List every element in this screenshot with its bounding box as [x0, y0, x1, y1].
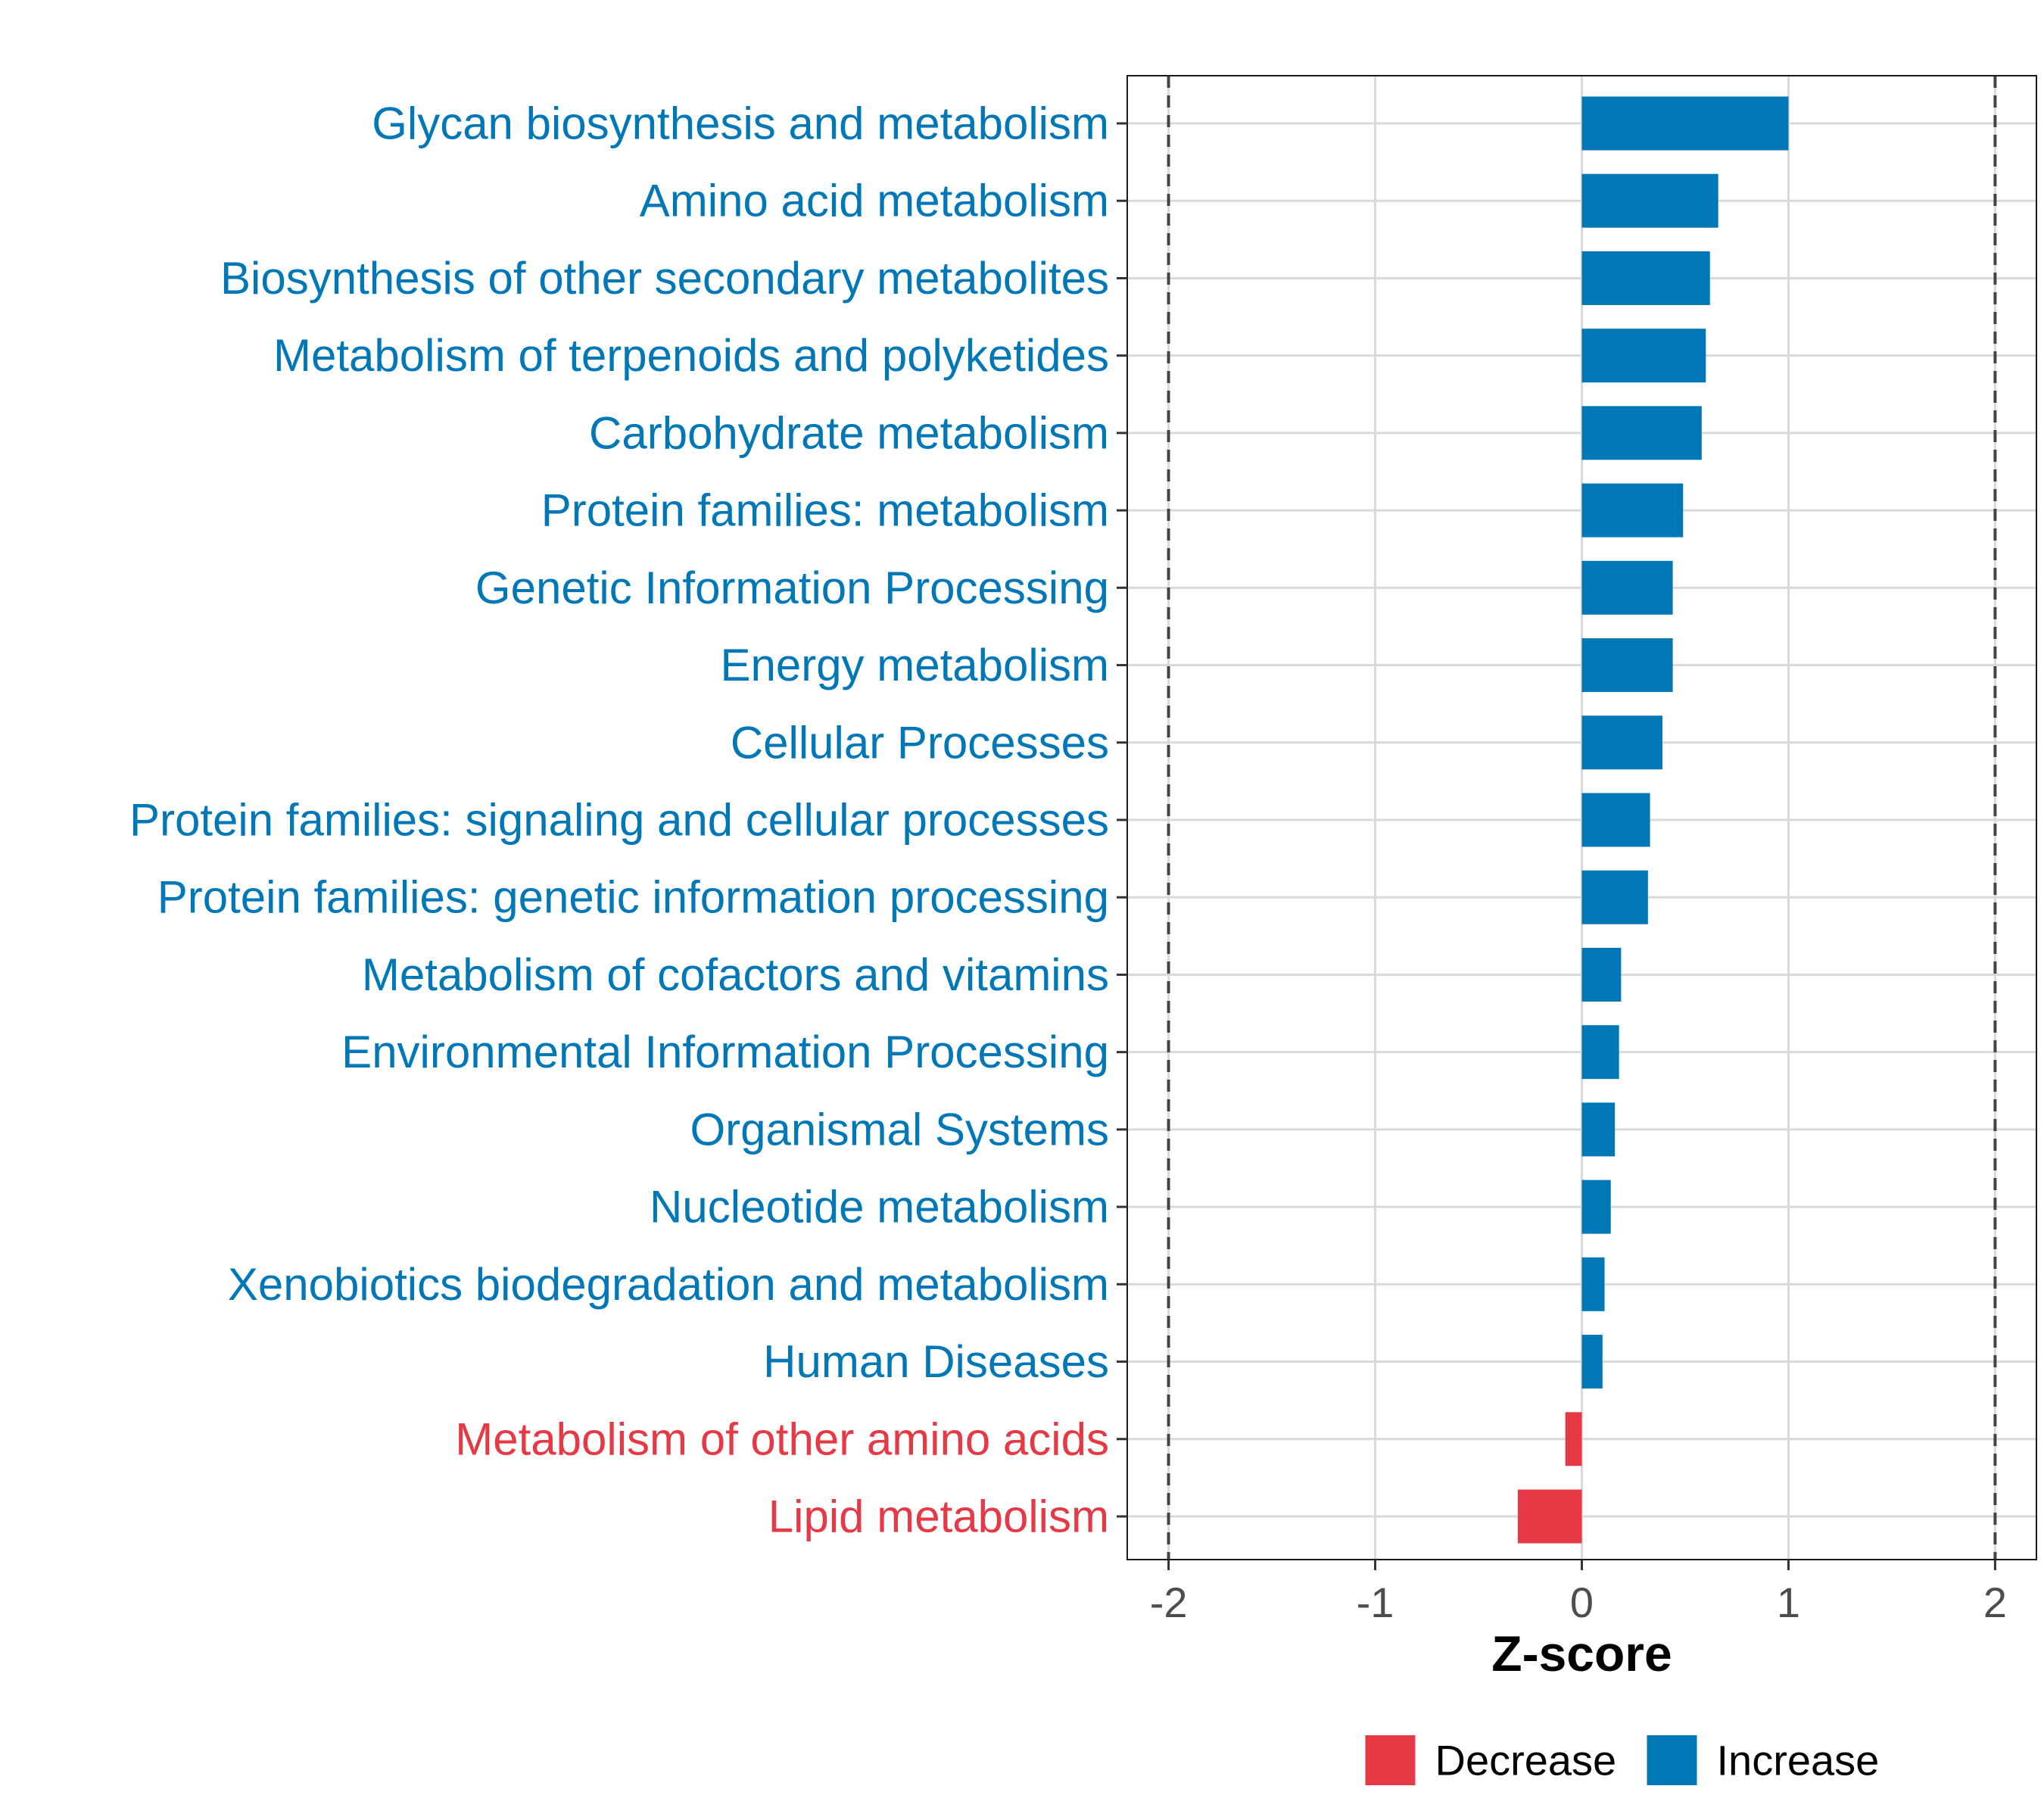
bar-14 [1581, 1180, 1611, 1234]
x-tick-label-2: 0 [1570, 1579, 1594, 1626]
bar-17 [1565, 1412, 1582, 1466]
category-label-0: Glycan biosynthesis and metabolism [372, 98, 1109, 149]
legend-swatch-decrease [1365, 1735, 1416, 1785]
bar-4 [1581, 406, 1702, 460]
bar-15 [1581, 1257, 1605, 1311]
x-tick-label-1: -1 [1357, 1579, 1394, 1626]
reference-lines [1167, 76, 1997, 1560]
legend-label-decrease: Decrease [1435, 1737, 1617, 1784]
category-labels: Glycan biosynthesis and metabolism Amino … [129, 98, 1127, 1542]
legend: Decrease Increase [1365, 1735, 1880, 1785]
category-label-8: Cellular Processes [731, 717, 1109, 768]
category-label-10: Protein families: genetic information pr… [157, 872, 1109, 923]
bar-18 [1517, 1489, 1582, 1544]
category-label-4: Carbohydrate metabolism [589, 407, 1109, 458]
category-label-18: Lipid metabolism [768, 1491, 1109, 1542]
bar-16 [1581, 1335, 1603, 1389]
legend-label-increase: Increase [1717, 1737, 1880, 1784]
category-label-3: Metabolism of terpenoids and polyketides [273, 330, 1109, 381]
category-label-2: Biosynthesis of other secondary metaboli… [220, 253, 1109, 304]
bar-5 [1581, 483, 1684, 538]
bar-6 [1581, 560, 1673, 615]
bar-7 [1581, 638, 1673, 693]
category-label-6: Genetic Information Processing [475, 563, 1109, 613]
category-label-13: Organismal Systems [690, 1104, 1109, 1155]
category-label-9: Protein families: signaling and cellular… [129, 795, 1109, 846]
category-label-11: Metabolism of cofactors and vitamins [362, 949, 1109, 1000]
category-label-16: Human Diseases [763, 1336, 1109, 1387]
category-label-7: Energy metabolism [720, 640, 1109, 690]
x-axis-title: Z-score [1491, 1625, 1672, 1681]
bar-9 [1581, 793, 1650, 847]
category-label-1: Amino acid metabolism [640, 176, 1109, 226]
category-label-15: Xenobiotics biodegradation and metabolis… [228, 1259, 1109, 1310]
bar-3 [1581, 329, 1706, 383]
x-tick-label-3: 1 [1777, 1579, 1800, 1626]
x-tick-label-0: -2 [1150, 1579, 1188, 1626]
category-label-17: Metabolism of other amino acids [455, 1413, 1109, 1464]
category-label-5: Protein families: metabolism [541, 485, 1109, 536]
x-tick-label-4: 2 [1983, 1579, 2007, 1626]
bar-2 [1581, 251, 1710, 305]
bars [1517, 96, 1789, 1544]
bar-10 [1581, 870, 1648, 924]
bar-12 [1581, 1025, 1619, 1080]
bar-1 [1581, 173, 1718, 228]
legend-swatch-increase [1647, 1735, 1697, 1785]
bar-0 [1581, 96, 1789, 151]
x-axis-ticks: -2 -1 0 1 2 [1150, 1560, 2007, 1626]
bar-11 [1581, 947, 1622, 1002]
category-label-12: Environmental Information Processing [341, 1027, 1109, 1077]
bar-8 [1581, 715, 1662, 770]
bar-13 [1581, 1102, 1616, 1157]
category-label-14: Nucleotide metabolism [650, 1182, 1109, 1233]
